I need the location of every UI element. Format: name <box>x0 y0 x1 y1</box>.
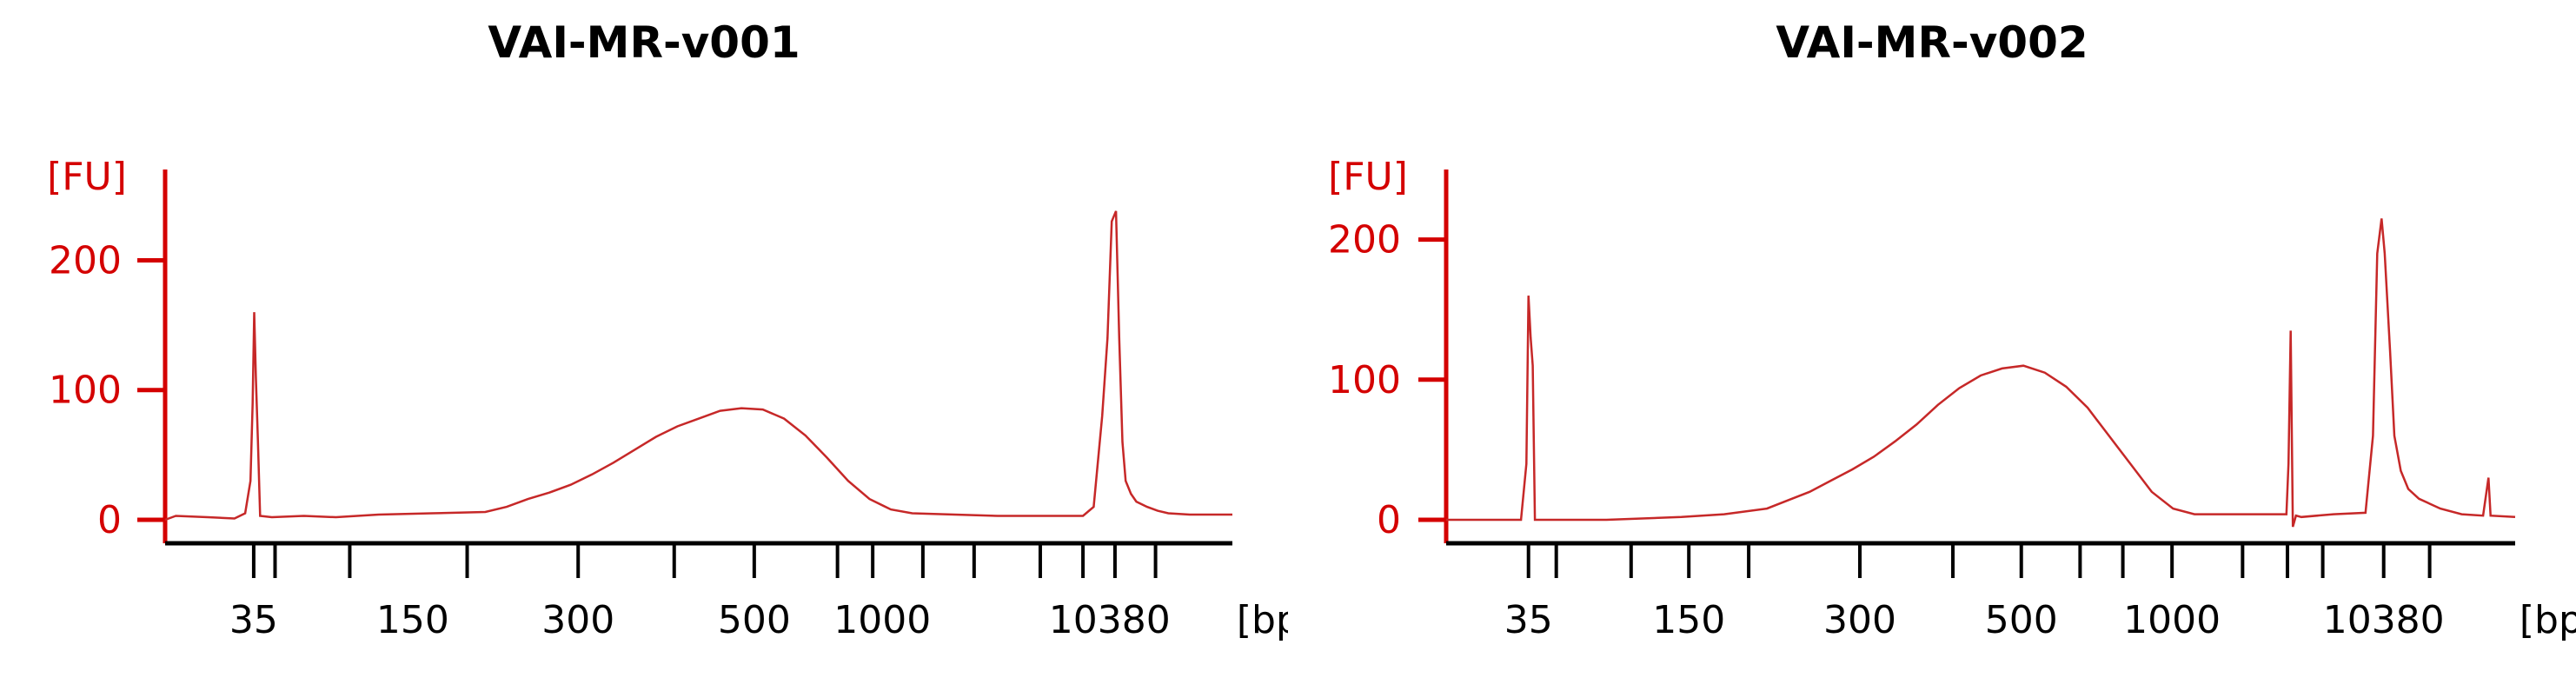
x-tick-label: 300 <box>1823 598 1896 642</box>
electropherogram-panel-1: VAI-MR-v001 [FU] 0 100 200 35 150 300 500 1000 10… <box>47 17 1288 642</box>
x-axis-unit-label: [bp] <box>1237 598 1288 642</box>
y-tick-label: 100 <box>49 369 122 413</box>
y-tick-label: 200 <box>1328 218 1401 263</box>
electropherogram-panel-2: VAI-MR-v002 [FU] 0 100 200 35 150 300 500 1000 10… <box>1288 0 2576 678</box>
fluorescence-trace <box>1446 218 2516 528</box>
x-axis-unit-label: [bp] <box>2520 598 2576 642</box>
y-axis-unit-label: [FU] <box>1328 155 1408 199</box>
chart-title: VAI-MR-v002 <box>1776 17 2088 68</box>
x-tick-label: 1000 <box>833 598 931 642</box>
y-tick-label: 0 <box>97 498 122 542</box>
x-tick-label: 35 <box>229 598 278 642</box>
fluorescence-trace <box>164 210 1232 522</box>
x-tick-label: 10380 <box>2323 598 2445 642</box>
x-tick-label: 500 <box>1985 598 2058 642</box>
x-tick-label: 150 <box>376 598 449 642</box>
x-tick-label: 150 <box>1652 598 1725 642</box>
y-axis-unit-label: [FU] <box>47 155 127 199</box>
electropherogram-plot: [FU] 0 100 200 35 150 300 500 1000 10380 [bp] <box>47 155 1288 642</box>
x-tick-label: 500 <box>718 598 791 642</box>
y-tick-label: 0 <box>1377 498 1401 542</box>
chart-title: VAI-MR-v001 <box>488 17 800 68</box>
x-tick-label: 10380 <box>1049 598 1171 642</box>
electropherogram-plot: [FU] 0 100 200 35 150 300 500 1000 10380 [bp] <box>1328 155 2576 642</box>
y-tick-label: 100 <box>1328 358 1401 402</box>
x-tick-label: 1000 <box>2123 598 2221 642</box>
x-tick-label: 300 <box>541 598 614 642</box>
x-tick-label: 35 <box>1504 598 1553 642</box>
y-tick-label: 200 <box>49 238 122 282</box>
